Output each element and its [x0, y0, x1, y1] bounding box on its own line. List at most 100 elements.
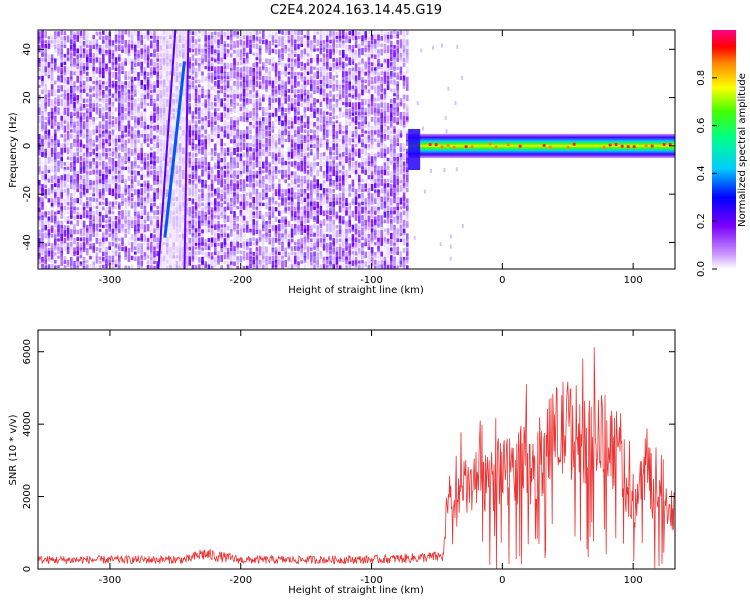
heatmap-cell — [207, 52, 211, 58]
heatmap-cell — [194, 88, 198, 95]
heatmap-cell — [268, 174, 271, 180]
heatmap-cell — [265, 35, 268, 40]
heatmap-cell — [102, 201, 105, 205]
heatmap-cell — [66, 48, 70, 55]
heatmap-cell — [358, 270, 361, 274]
heatmap-cell — [364, 48, 367, 53]
heatmap-cell — [223, 206, 227, 212]
heatmap-cell — [111, 171, 115, 176]
heatmap-cell — [265, 44, 268, 52]
heatmap-cell — [316, 219, 319, 224]
heatmap-cell — [194, 44, 198, 51]
heatmap-cell — [140, 134, 143, 138]
heatmap-cell — [303, 53, 307, 60]
heatmap-cell — [265, 125, 268, 130]
heatmap-cell — [194, 250, 198, 256]
heatmap-cell — [137, 264, 140, 269]
heatmap-cell — [44, 43, 47, 49]
heatmap-cell — [354, 40, 358, 46]
heatmap-cell — [102, 54, 105, 60]
heatmap-cell — [89, 214, 92, 220]
heatmap-cell — [201, 225, 204, 232]
heatmap-cell — [198, 43, 201, 52]
heatmap-cell — [233, 165, 236, 170]
heatmap-cell — [284, 66, 287, 72]
heatmap-cell — [73, 48, 76, 57]
heatmap-cell — [370, 134, 374, 140]
heatmap-cell — [249, 210, 252, 218]
heatmap-cell — [258, 125, 262, 131]
heatmap-cell — [265, 62, 268, 67]
heatmap-cell — [268, 178, 271, 184]
heatmap-cell — [265, 135, 268, 141]
heatmap-cell — [124, 216, 127, 223]
heatmap-cell — [114, 192, 118, 200]
heatmap-cell — [191, 76, 195, 81]
heatmap-cell — [204, 246, 207, 251]
heatmap-cell — [236, 233, 239, 241]
heatmap-cell — [223, 35, 227, 40]
heatmap-cell — [322, 139, 326, 148]
heatmap-cell — [188, 187, 191, 196]
heatmap-cell — [274, 260, 278, 268]
heatmap-cell — [134, 197, 137, 203]
heatmap-cell — [150, 84, 153, 90]
heatmap-cell — [143, 139, 147, 144]
heatmap-cell — [54, 196, 57, 205]
heatmap-cell — [121, 242, 124, 247]
heatmap-cell — [326, 107, 329, 115]
heatmap-cell — [127, 242, 131, 246]
heatmap-cell — [367, 265, 371, 269]
heatmap-cell — [86, 264, 89, 269]
heatmap-cell — [201, 233, 204, 237]
heatmap-cell — [140, 71, 143, 76]
heatmap-cell — [287, 259, 291, 268]
heatmap-cell — [268, 126, 271, 131]
heatmap-cell — [220, 133, 223, 138]
heatmap-cell — [111, 211, 115, 215]
heatmap-cell — [217, 238, 220, 243]
heatmap-cell — [191, 225, 195, 231]
heatmap-cell — [143, 165, 147, 170]
heatmap-cell — [230, 184, 233, 191]
heatmap-cell — [354, 139, 358, 144]
heatmap-cell — [124, 233, 127, 238]
heatmap-cell — [76, 246, 79, 254]
heatmap-cell — [114, 57, 118, 65]
heatmap-cell — [153, 269, 156, 274]
heatmap-cell — [201, 264, 204, 269]
heatmap-cell — [332, 269, 335, 274]
heatmap-cell — [332, 259, 335, 266]
heatmap-cell — [223, 130, 227, 135]
heatmap-cell — [89, 112, 92, 120]
heatmap-cell — [98, 71, 102, 78]
heatmap-cell — [60, 112, 63, 117]
heatmap-cell — [114, 34, 118, 43]
heatmap-cell — [255, 157, 259, 162]
heatmap-cell — [47, 233, 51, 239]
heatmap-cell — [233, 120, 236, 128]
heatmap-cell — [121, 112, 124, 120]
heatmap-cell — [76, 139, 79, 148]
heatmap-cell — [223, 170, 227, 178]
heatmap-cell — [355, 269, 358, 277]
heatmap-cell — [57, 183, 60, 190]
heatmap-cell — [310, 193, 313, 202]
heatmap-cell — [290, 106, 294, 111]
heatmap-cell — [50, 165, 54, 173]
heatmap-cell — [194, 103, 198, 107]
heatmap-cell — [262, 120, 265, 125]
heatmap-cell — [105, 210, 108, 218]
heatmap-cell — [290, 85, 294, 90]
heatmap-cell — [98, 152, 102, 161]
heatmap-cell — [95, 125, 99, 130]
heatmap-cell — [105, 162, 108, 169]
heatmap-cell — [79, 121, 83, 128]
heatmap-cell — [66, 198, 70, 204]
heatmap-cell — [153, 112, 156, 118]
heatmap-cell — [233, 238, 236, 247]
heatmap-cell — [140, 255, 143, 261]
heatmap-cell — [342, 193, 345, 201]
heatmap-cell — [127, 39, 131, 48]
heatmap-cell — [130, 126, 134, 135]
